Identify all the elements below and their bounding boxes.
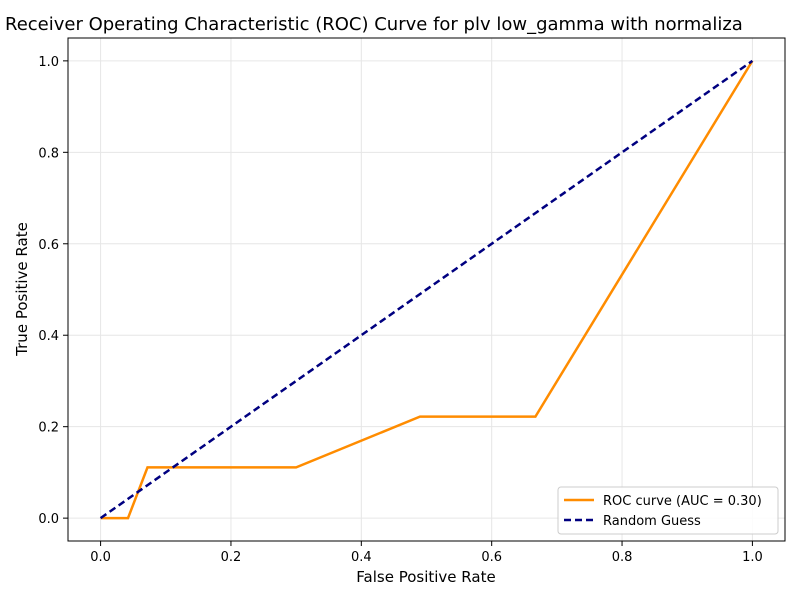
ticks-layer: 0.0 0.2 0.4 0.6 0.8 1.0 0.0 0.2 0.4 0.6 0.8 1.0 bbox=[38, 55, 762, 565]
x-tick-label: 0.2 bbox=[221, 550, 242, 565]
x-tick-label: 1.0 bbox=[742, 550, 763, 565]
y-tick-label: 0.0 bbox=[38, 512, 59, 527]
x-axis-label: False Positive Rate bbox=[356, 568, 495, 586]
y-axis-label: True Positive Rate bbox=[13, 222, 31, 357]
legend: ROC curve (AUC = 0.30) Random Guess bbox=[557, 486, 779, 535]
roc-curve-line bbox=[100, 60, 754, 520]
legend-label-random: Random Guess bbox=[603, 514, 701, 529]
chart-title: Receiver Operating Characteristic (ROC) … bbox=[5, 14, 743, 35]
legend-box bbox=[557, 486, 779, 535]
legend-label-roc: ROC curve (AUC = 0.30) bbox=[603, 494, 762, 509]
y-tick-label: 0.4 bbox=[38, 329, 59, 344]
plot-frame bbox=[67, 37, 786, 542]
grid-layer bbox=[68, 38, 785, 541]
random-guess-line bbox=[99, 59, 754, 520]
x-tick-label: 0.0 bbox=[90, 550, 111, 565]
y-tick-label: 0.6 bbox=[38, 238, 59, 253]
x-tick-label: 0.8 bbox=[612, 550, 633, 565]
y-tick-label: 0.2 bbox=[38, 421, 59, 436]
x-tick-label: 0.4 bbox=[351, 550, 372, 565]
x-tick-label: 0.6 bbox=[481, 550, 502, 565]
y-tick-label: 0.8 bbox=[38, 146, 59, 161]
series-layer bbox=[99, 59, 754, 520]
y-tick-label: 1.0 bbox=[38, 55, 59, 70]
